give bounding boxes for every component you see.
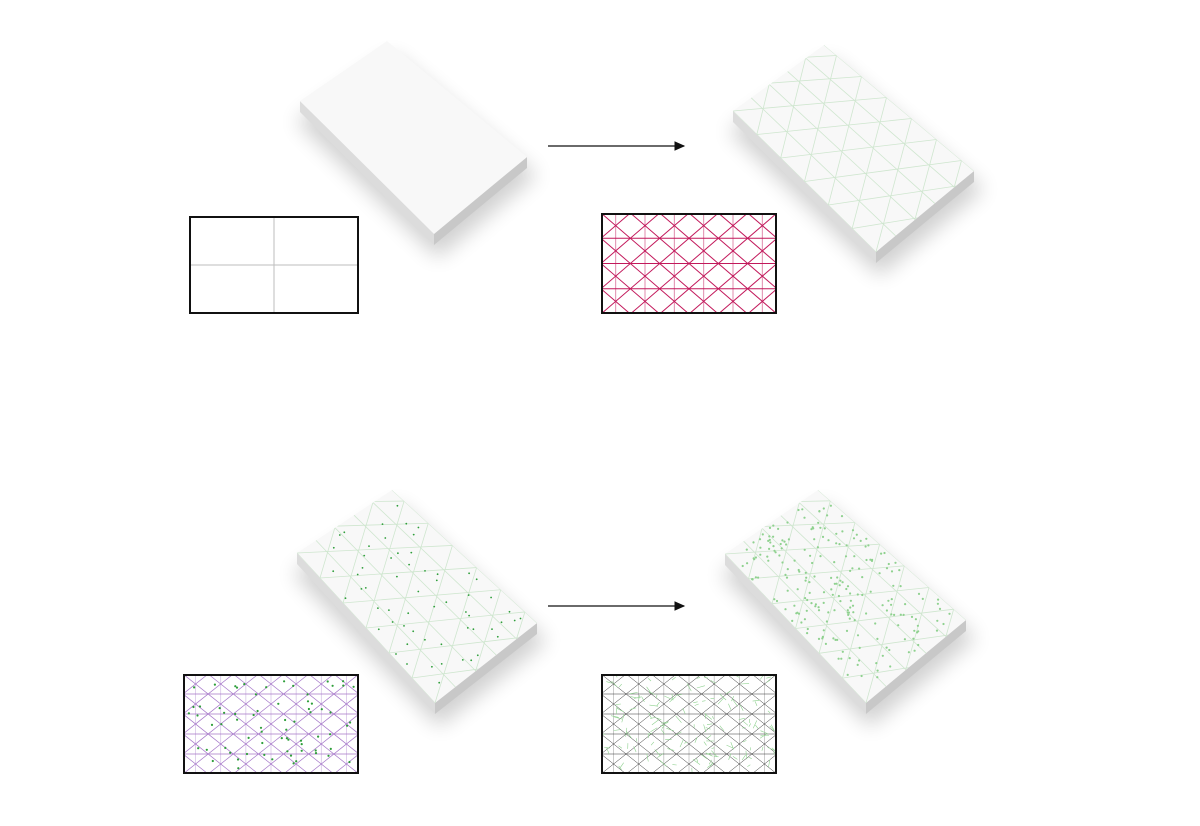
panel-triangle-grid — [601, 213, 777, 314]
panel-rect-grid — [191, 218, 357, 312]
slab-points — [332, 504, 522, 684]
panel-frame — [183, 674, 359, 774]
output-pattern-panel-subdivided — [601, 674, 777, 774]
slab-triangle-grid — [733, 45, 974, 252]
input-pattern-panel-triangular-points — [183, 674, 359, 774]
slab-side-right — [866, 620, 966, 714]
panel-frame — [601, 674, 777, 774]
slab-side-left — [725, 554, 866, 714]
row-1 — [189, 41, 984, 314]
output-slab-triangulated — [729, 45, 984, 276]
input-pattern-panel-rectangular — [189, 216, 359, 314]
slab-side-left — [733, 111, 876, 263]
panel-subdivision-lines — [602, 674, 777, 774]
output-pattern-panel-triangular — [601, 213, 777, 314]
panel-frame — [601, 213, 777, 314]
slab-side-left — [297, 553, 435, 714]
slab-top-face — [300, 41, 527, 234]
panel-points — [187, 680, 355, 770]
slab-side-right — [434, 157, 527, 245]
slab-side-left — [300, 101, 434, 245]
row-2 — [183, 490, 976, 774]
slab-top-face — [733, 45, 974, 252]
panel-triangle-grid — [183, 674, 359, 774]
slab-side-right — [876, 171, 974, 263]
input-slab-plain — [296, 41, 537, 258]
slab-points — [741, 504, 951, 679]
slab-side-right — [435, 623, 537, 714]
